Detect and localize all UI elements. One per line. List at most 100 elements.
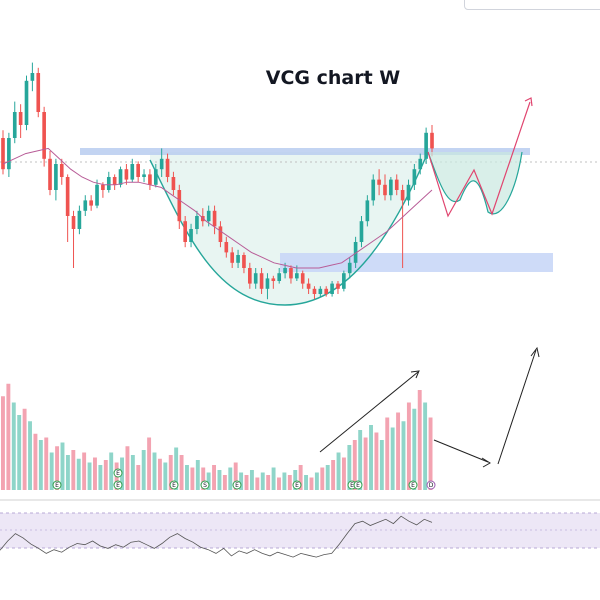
volume-bar — [304, 475, 309, 490]
volume-bar — [28, 421, 32, 490]
volume-down-arrow — [433, 439, 489, 463]
volume-bar — [228, 467, 233, 490]
volume-bar — [320, 467, 325, 490]
candle-body — [259, 273, 264, 289]
volume-bar — [222, 475, 227, 490]
candle-body — [77, 210, 82, 229]
volume-bar — [233, 462, 238, 490]
candle-body — [30, 73, 35, 81]
volume-bar — [417, 390, 422, 490]
candle-body — [142, 174, 146, 177]
candle-body — [353, 242, 358, 263]
volume-bar — [11, 402, 16, 490]
event-marker — [52, 480, 62, 490]
resistance-zone — [80, 148, 530, 155]
candle-body — [177, 190, 182, 222]
volume-up-arrow — [497, 349, 537, 465]
candle-body — [242, 255, 246, 268]
volume-bar — [212, 465, 216, 490]
volume-bar — [55, 446, 60, 490]
candle-body — [54, 164, 58, 190]
candle-body — [165, 158, 170, 177]
candle-body — [236, 255, 240, 263]
candle-body — [36, 73, 41, 112]
candle-body — [124, 169, 129, 180]
volume-bar — [385, 417, 390, 490]
candle-body — [289, 268, 293, 279]
event-marker-label: E — [356, 482, 360, 489]
price-layer — [1, 62, 434, 300]
volume-bar — [60, 442, 65, 490]
volume-bar — [314, 472, 319, 490]
candle-body — [371, 179, 376, 201]
projection-fill — [428, 152, 522, 214]
candle-body — [253, 273, 258, 284]
volume-bar — [331, 460, 336, 490]
volume-bar — [244, 475, 249, 490]
volume-bar — [206, 472, 211, 490]
event-marker-label: E — [350, 482, 354, 489]
volume-bar — [49, 452, 54, 490]
candle-body — [136, 164, 140, 177]
volume-bar — [179, 455, 184, 490]
event-marker-label: S — [203, 482, 207, 489]
volume-bar — [379, 440, 384, 490]
volume-bar — [157, 458, 162, 490]
volume-bar — [136, 465, 141, 490]
candle-body — [300, 273, 305, 284]
volume-bar — [141, 450, 146, 490]
volume-bar — [374, 432, 379, 490]
volume-bar — [163, 462, 168, 490]
candle-body — [65, 177, 70, 216]
volume-bar — [33, 433, 38, 490]
candle-body — [171, 177, 176, 190]
volume-trend-arrowhead — [410, 370, 420, 379]
moving-average-line — [2, 147, 433, 269]
volume-bar — [130, 455, 135, 490]
volume-bar — [277, 477, 281, 490]
candle-body — [377, 179, 381, 185]
candle-body — [406, 184, 411, 201]
candle-body — [59, 164, 64, 177]
candle-body — [430, 132, 434, 149]
annotation-layer — [319, 97, 540, 468]
candle-body — [330, 283, 334, 294]
candle-body — [159, 158, 164, 170]
volume-down-arrowhead — [481, 457, 491, 468]
volume-bar — [168, 455, 173, 490]
volume-bar — [396, 412, 401, 490]
candle-body — [265, 278, 270, 289]
projection-arrowhead — [524, 97, 533, 107]
event-marker — [169, 480, 179, 490]
volume-bar — [401, 421, 406, 490]
volume-bar — [406, 402, 411, 490]
volume-bar — [82, 452, 87, 490]
event-marker-label: E — [116, 482, 120, 489]
candle-body — [89, 200, 93, 206]
volume-layer: EEE E S E E E E E D — [1, 383, 436, 490]
volume-bar — [44, 437, 49, 490]
candle-body — [71, 216, 76, 229]
candle-body — [324, 288, 329, 294]
volume-up-arrowhead — [530, 346, 540, 358]
rsi-layer — [0, 499, 600, 558]
chart-title: VCG chart W — [266, 67, 401, 89]
candle-body — [418, 158, 423, 170]
candle-body — [359, 221, 364, 242]
candle-body — [12, 112, 17, 138]
candle-body — [394, 179, 399, 190]
candle-body — [183, 221, 187, 242]
volume-bar — [287, 475, 292, 490]
event-marker — [426, 480, 436, 490]
event-marker — [353, 480, 363, 490]
candle-body — [295, 273, 299, 279]
volume-bar — [201, 467, 206, 490]
volume-bar — [309, 477, 314, 490]
volume-bar — [325, 465, 330, 490]
volume-bar — [341, 457, 346, 490]
volume-bar — [347, 445, 352, 490]
event-marker — [113, 468, 123, 478]
candle-body — [306, 283, 311, 289]
projection-w-line — [427, 101, 531, 218]
volume-bar — [352, 440, 357, 490]
